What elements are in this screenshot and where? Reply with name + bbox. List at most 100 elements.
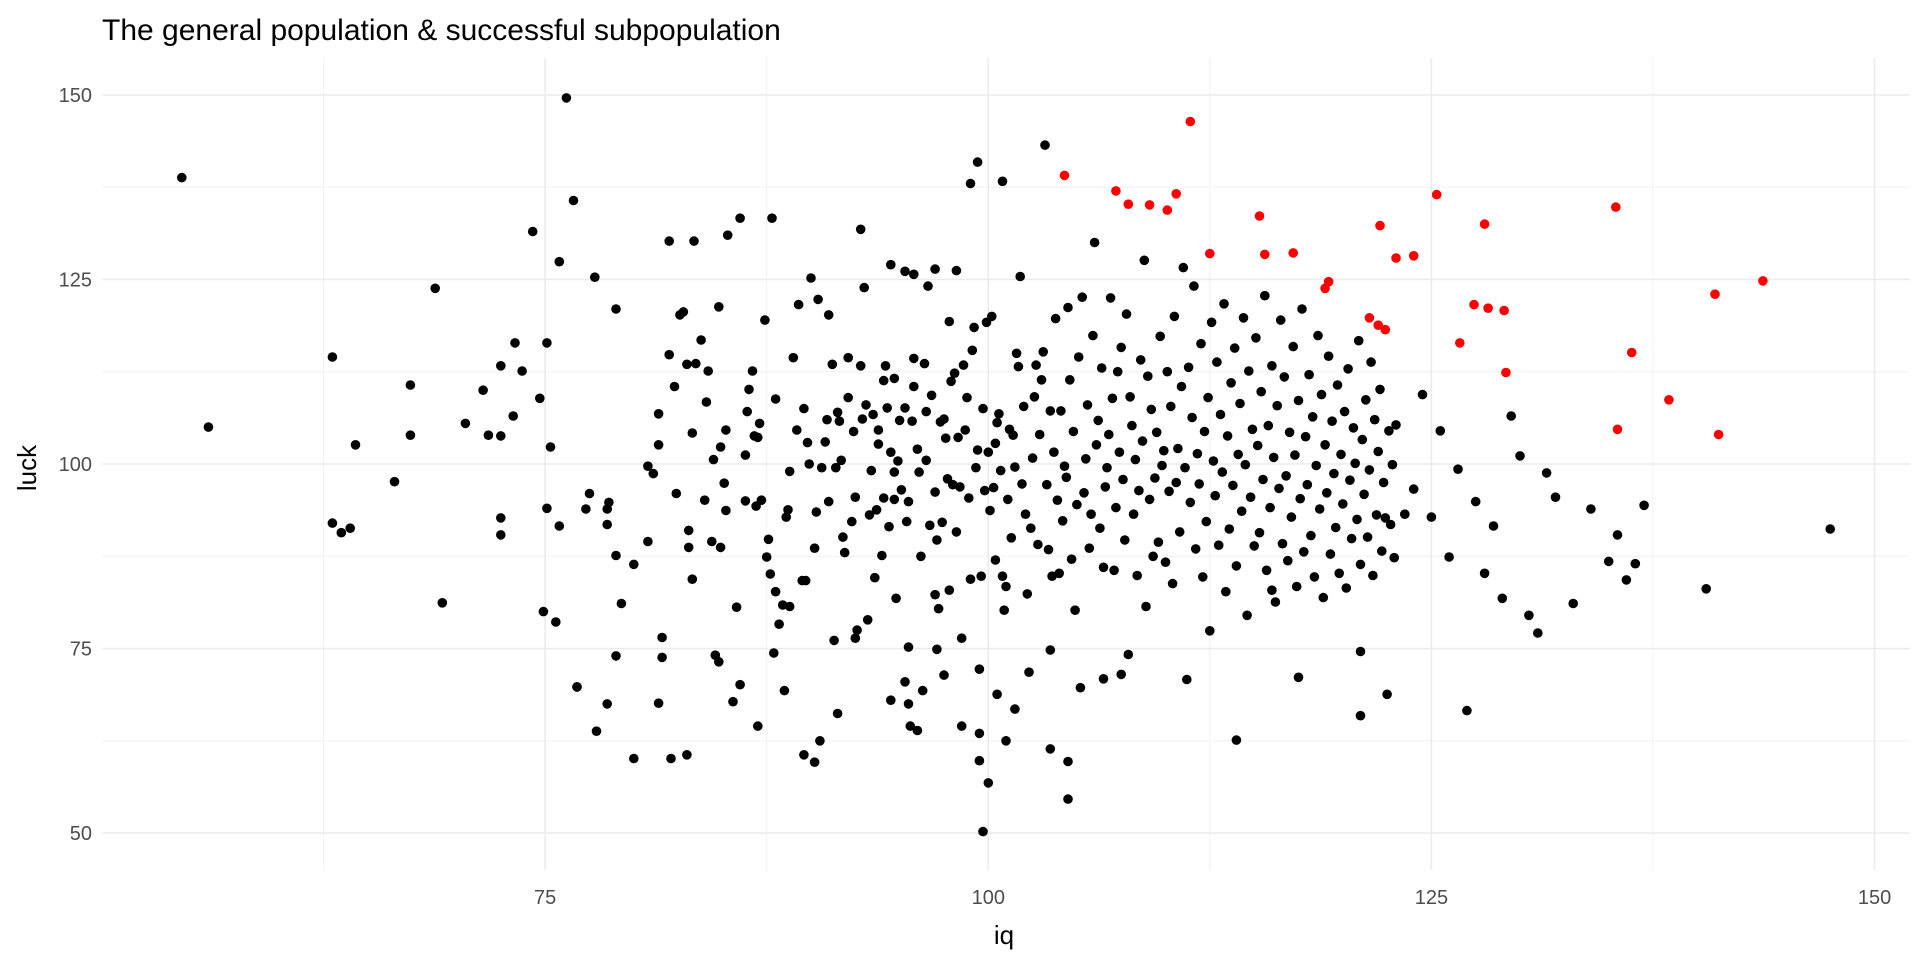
data-point-general (1134, 485, 1144, 496)
data-point-general (1245, 492, 1256, 503)
data-point-general (903, 642, 914, 652)
data-point-general (850, 633, 861, 643)
data-point-general (1073, 352, 1084, 362)
data-point-general (848, 426, 859, 437)
data-point-general (974, 755, 985, 766)
data-point-general (878, 493, 889, 503)
data-point-general (1355, 710, 1366, 721)
data-point-general (823, 310, 834, 320)
data-point-general (687, 574, 698, 584)
data-point-general (1327, 416, 1337, 427)
data-point-general (517, 366, 527, 376)
data-point-general (1400, 509, 1410, 519)
data-point-general (1314, 504, 1325, 514)
data-point-general (923, 281, 933, 291)
data-point-general (542, 338, 552, 348)
data-point-general (859, 282, 869, 293)
data-point-general (611, 550, 621, 561)
x-axis-title: iq (994, 920, 1014, 950)
data-point-general (437, 598, 448, 608)
data-point-general (1112, 366, 1123, 377)
data-point-general (974, 728, 985, 739)
data-point-general (886, 259, 896, 270)
data-point-general (1353, 335, 1364, 346)
data-point-general (753, 432, 763, 443)
data-point-general (905, 721, 916, 731)
data-point-general (1284, 427, 1295, 438)
data-point-general (932, 644, 942, 655)
x-tick-label: 125 (1415, 887, 1448, 909)
data-point-general (1086, 509, 1096, 519)
data-point-general (979, 485, 990, 496)
data-point-general (708, 454, 719, 465)
data-point-general (389, 476, 400, 487)
data-point-general (1210, 490, 1220, 501)
data-point-general (1639, 500, 1649, 511)
data-point-general (1364, 465, 1375, 475)
data-point-general (1382, 689, 1392, 700)
data-point-general (939, 670, 949, 680)
data-point-general (900, 403, 910, 413)
data-point-general (946, 376, 956, 387)
data-point-general (728, 696, 738, 707)
data-point-general (969, 322, 979, 333)
data-point-general (967, 345, 978, 356)
x-tick-label: 100 (972, 887, 1005, 909)
data-point-general (1171, 477, 1181, 488)
data-point-general (912, 725, 923, 736)
data-point-general (1479, 568, 1490, 579)
data-point-successful (1288, 248, 1298, 258)
data-point-general (1325, 549, 1336, 559)
data-point-general (838, 532, 848, 542)
data-point-general (1159, 445, 1169, 456)
data-point-general (1444, 552, 1454, 562)
data-point-general (870, 572, 880, 583)
data-point-successful (1483, 303, 1493, 314)
data-point-general (1258, 474, 1268, 485)
data-point-general (715, 542, 726, 553)
data-point-general (1102, 462, 1112, 473)
data-point-general (983, 778, 994, 788)
data-point-general (1603, 556, 1614, 567)
data-point-general (951, 527, 962, 537)
data-point-general (871, 505, 882, 515)
data-point-general (735, 213, 745, 223)
data-point-general (822, 414, 832, 425)
data-point-general (1306, 530, 1316, 541)
data-point-general (781, 512, 791, 522)
data-point-general (1141, 601, 1151, 612)
data-point-general (1240, 459, 1251, 470)
data-point-general (1378, 477, 1389, 488)
data-point-general (1231, 561, 1242, 571)
data-point-general (350, 440, 361, 450)
data-point-general (900, 266, 910, 277)
data-point-general (799, 750, 809, 760)
data-point-general (1377, 546, 1387, 556)
data-point-general (483, 430, 494, 441)
data-point-general (1355, 646, 1366, 657)
data-point-general (919, 358, 930, 369)
data-point-general (784, 601, 795, 612)
data-point-general (1293, 672, 1304, 683)
data-point-general (784, 466, 795, 477)
data-point-general (990, 555, 1001, 565)
data-point-general (1036, 375, 1047, 385)
data-point-general (877, 550, 887, 561)
data-point-general (527, 226, 538, 237)
data-point-general (611, 304, 621, 314)
data-point-general (994, 409, 1004, 419)
data-point-general (701, 397, 712, 407)
data-point-general (1212, 357, 1222, 367)
data-point-general (1049, 447, 1059, 458)
data-point-general (707, 536, 717, 547)
data-point-general (774, 619, 784, 629)
y-axis-title: luck (12, 444, 42, 491)
data-point-general (985, 505, 995, 516)
data-point-general (770, 394, 781, 404)
data-point-general (1235, 398, 1245, 409)
data-point-general (1116, 342, 1126, 353)
data-point-general (930, 589, 940, 600)
data-point-general (1283, 555, 1293, 566)
data-point-general (857, 414, 868, 424)
